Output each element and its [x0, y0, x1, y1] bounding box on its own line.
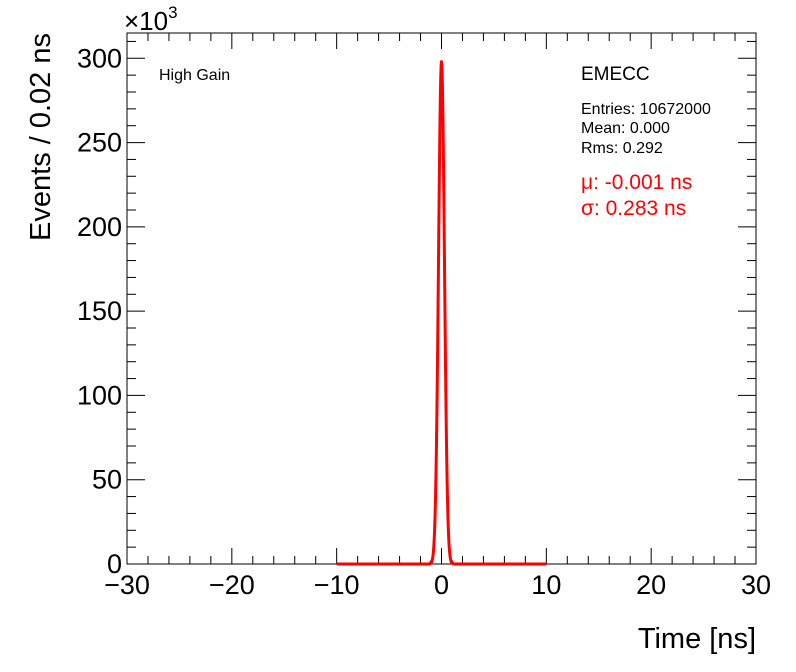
y-tick-label: 250: [77, 128, 122, 158]
data-series: [127, 60, 756, 566]
y-tick-label: 300: [77, 43, 122, 73]
y-tick-label: 50: [92, 465, 122, 495]
x-tick-label: −30: [104, 570, 150, 600]
fit-mu: μ: -0.001 ns: [581, 171, 692, 194]
y-multiplier-exponent: 3: [168, 3, 177, 22]
x-tick-label: 10: [531, 570, 561, 600]
y-multiplier-base: ×10: [124, 6, 168, 36]
y-tick-label: 150: [77, 296, 122, 326]
gaussian-fit-curve: [335, 60, 548, 566]
y-axis-ticks: [127, 40, 756, 565]
stat-entries: Entries: 10672000: [581, 101, 711, 118]
y-tick-label: 0: [107, 549, 122, 579]
y-tick-label: 100: [77, 380, 122, 410]
x-tick-label: −10: [314, 570, 360, 600]
x-tick-label: 30: [741, 570, 771, 600]
x-tick-label: 0: [434, 570, 449, 600]
x-axis-tick-labels: −30 −20 −10 0 10 20 30: [104, 570, 771, 600]
y-multiplier: ×103: [124, 3, 178, 36]
x-tick-label: 20: [636, 570, 666, 600]
y-axis-tick-labels: 0 50 100 150 200 250 300: [77, 43, 122, 579]
stat-rms: Rms: 0.292: [581, 140, 663, 157]
gain-label: High Gain: [159, 67, 230, 84]
histogram-series: [428, 61, 455, 565]
x-tick-label: −20: [209, 570, 255, 600]
y-tick-label: 200: [77, 212, 122, 242]
fit-sigma: σ: 0.283 ns: [581, 197, 686, 220]
y-axis-title: Events / 0.02 ns: [25, 33, 57, 241]
x-axis-ticks: [126, 33, 757, 564]
stat-mean: Mean: 0.000: [581, 120, 670, 137]
x-axis-title: Time [ns]: [638, 623, 756, 655]
detector-label: EMECC: [581, 64, 650, 85]
